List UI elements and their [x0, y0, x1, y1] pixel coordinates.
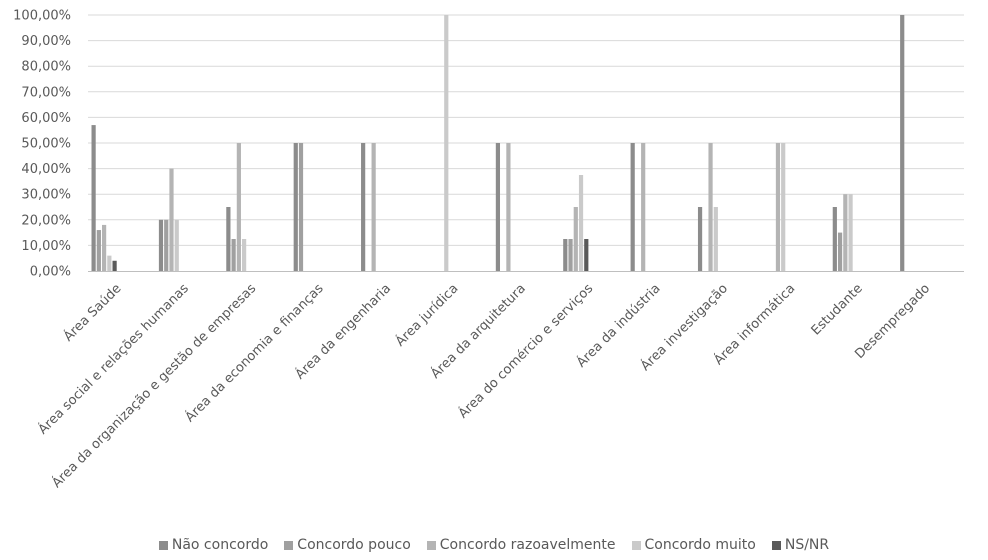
bar: [226, 207, 231, 271]
y-tick-label: 80,00%: [21, 60, 71, 75]
bar: [584, 239, 589, 271]
bar: [96, 230, 101, 271]
legend: Não concordo Concordo pouco Concordo razoa…: [0, 537, 988, 553]
bar: [641, 143, 646, 271]
y-tick-label: 90,00%: [21, 34, 71, 49]
legend-item: Não concordo: [158, 537, 269, 553]
bar: [158, 219, 164, 271]
bar: [91, 125, 96, 271]
bar: [495, 143, 501, 271]
legend-label: Concordo pouco: [297, 537, 411, 553]
legend-label: Não concordo: [171, 537, 269, 553]
chart: 0,00% 10,00% 20,00% 30,00% 40,00% 50,00% 60,00…: [13, 9, 964, 491]
bar: [444, 15, 449, 271]
legend-swatch: [284, 540, 294, 550]
bar: [293, 143, 298, 271]
y-tick-label: 70,00%: [21, 85, 71, 100]
y-tick-label: 40,00%: [21, 162, 71, 177]
bar: [713, 207, 718, 271]
bar: [630, 143, 635, 271]
bar: [573, 207, 578, 271]
bar: [781, 143, 786, 271]
bar: [708, 143, 713, 271]
x-category-label: Área jurídica: [392, 281, 461, 350]
y-tick-label: 10,00%: [21, 239, 71, 254]
bar: [107, 255, 112, 271]
bar: [832, 207, 837, 271]
legend-item: Concordo pouco: [284, 537, 411, 553]
y-tick-label: 50,00%: [21, 137, 71, 152]
bar: [697, 207, 703, 271]
y-axis-tick-labels: 0,00% 10,00% 20,00% 30,00% 40,00% 50,00% 60,00…: [13, 9, 71, 280]
legend-label: Concordo razoavelmente: [439, 537, 616, 553]
bar: [361, 143, 366, 271]
bar: [568, 239, 573, 271]
y-tick-label: 30,00%: [21, 188, 71, 203]
bar: [578, 175, 584, 271]
bar: [164, 219, 169, 271]
bar: [563, 239, 568, 271]
bar: [371, 143, 376, 271]
bar: [169, 168, 174, 271]
legend-swatch: [771, 540, 781, 550]
bar: [102, 224, 107, 271]
legend-label: Concordo muito: [644, 537, 756, 553]
legend-item: NS/NR: [771, 537, 830, 553]
bar: [174, 219, 179, 271]
legend-item: Concordo razoavelmente: [426, 537, 616, 553]
x-category-label: Área social e relações humanas: [35, 280, 192, 437]
legend-swatch: [158, 540, 168, 550]
x-category-label: Desempregado: [852, 281, 933, 362]
bar: [298, 143, 304, 271]
legend-swatch: [631, 540, 641, 550]
bar: [112, 260, 117, 271]
legend-item: Concordo muito: [631, 537, 756, 553]
legend-label: NS/NR: [784, 537, 830, 553]
x-category-label: Área Saúde: [60, 281, 124, 345]
bar: [848, 194, 853, 271]
bar: [506, 143, 511, 271]
gridlines: [88, 14, 964, 246]
bar: [900, 15, 905, 271]
x-category-label: Área da economia e finanças: [182, 280, 327, 425]
bar: [837, 232, 843, 271]
y-tick-label: 20,00%: [21, 213, 71, 228]
x-category-label: Estudante: [809, 281, 866, 338]
legend-swatch: [426, 540, 436, 550]
bars: [91, 15, 905, 271]
bar: [775, 143, 781, 271]
y-tick-label: 0,00%: [30, 265, 71, 280]
y-tick-label: 60,00%: [21, 111, 71, 126]
x-category-label: Área do comércio e serviços: [455, 280, 596, 421]
bar: [236, 143, 241, 271]
y-tick-label: 100,00%: [13, 9, 71, 24]
bar: [242, 239, 247, 271]
bar: [843, 194, 848, 271]
bar: [231, 239, 236, 271]
